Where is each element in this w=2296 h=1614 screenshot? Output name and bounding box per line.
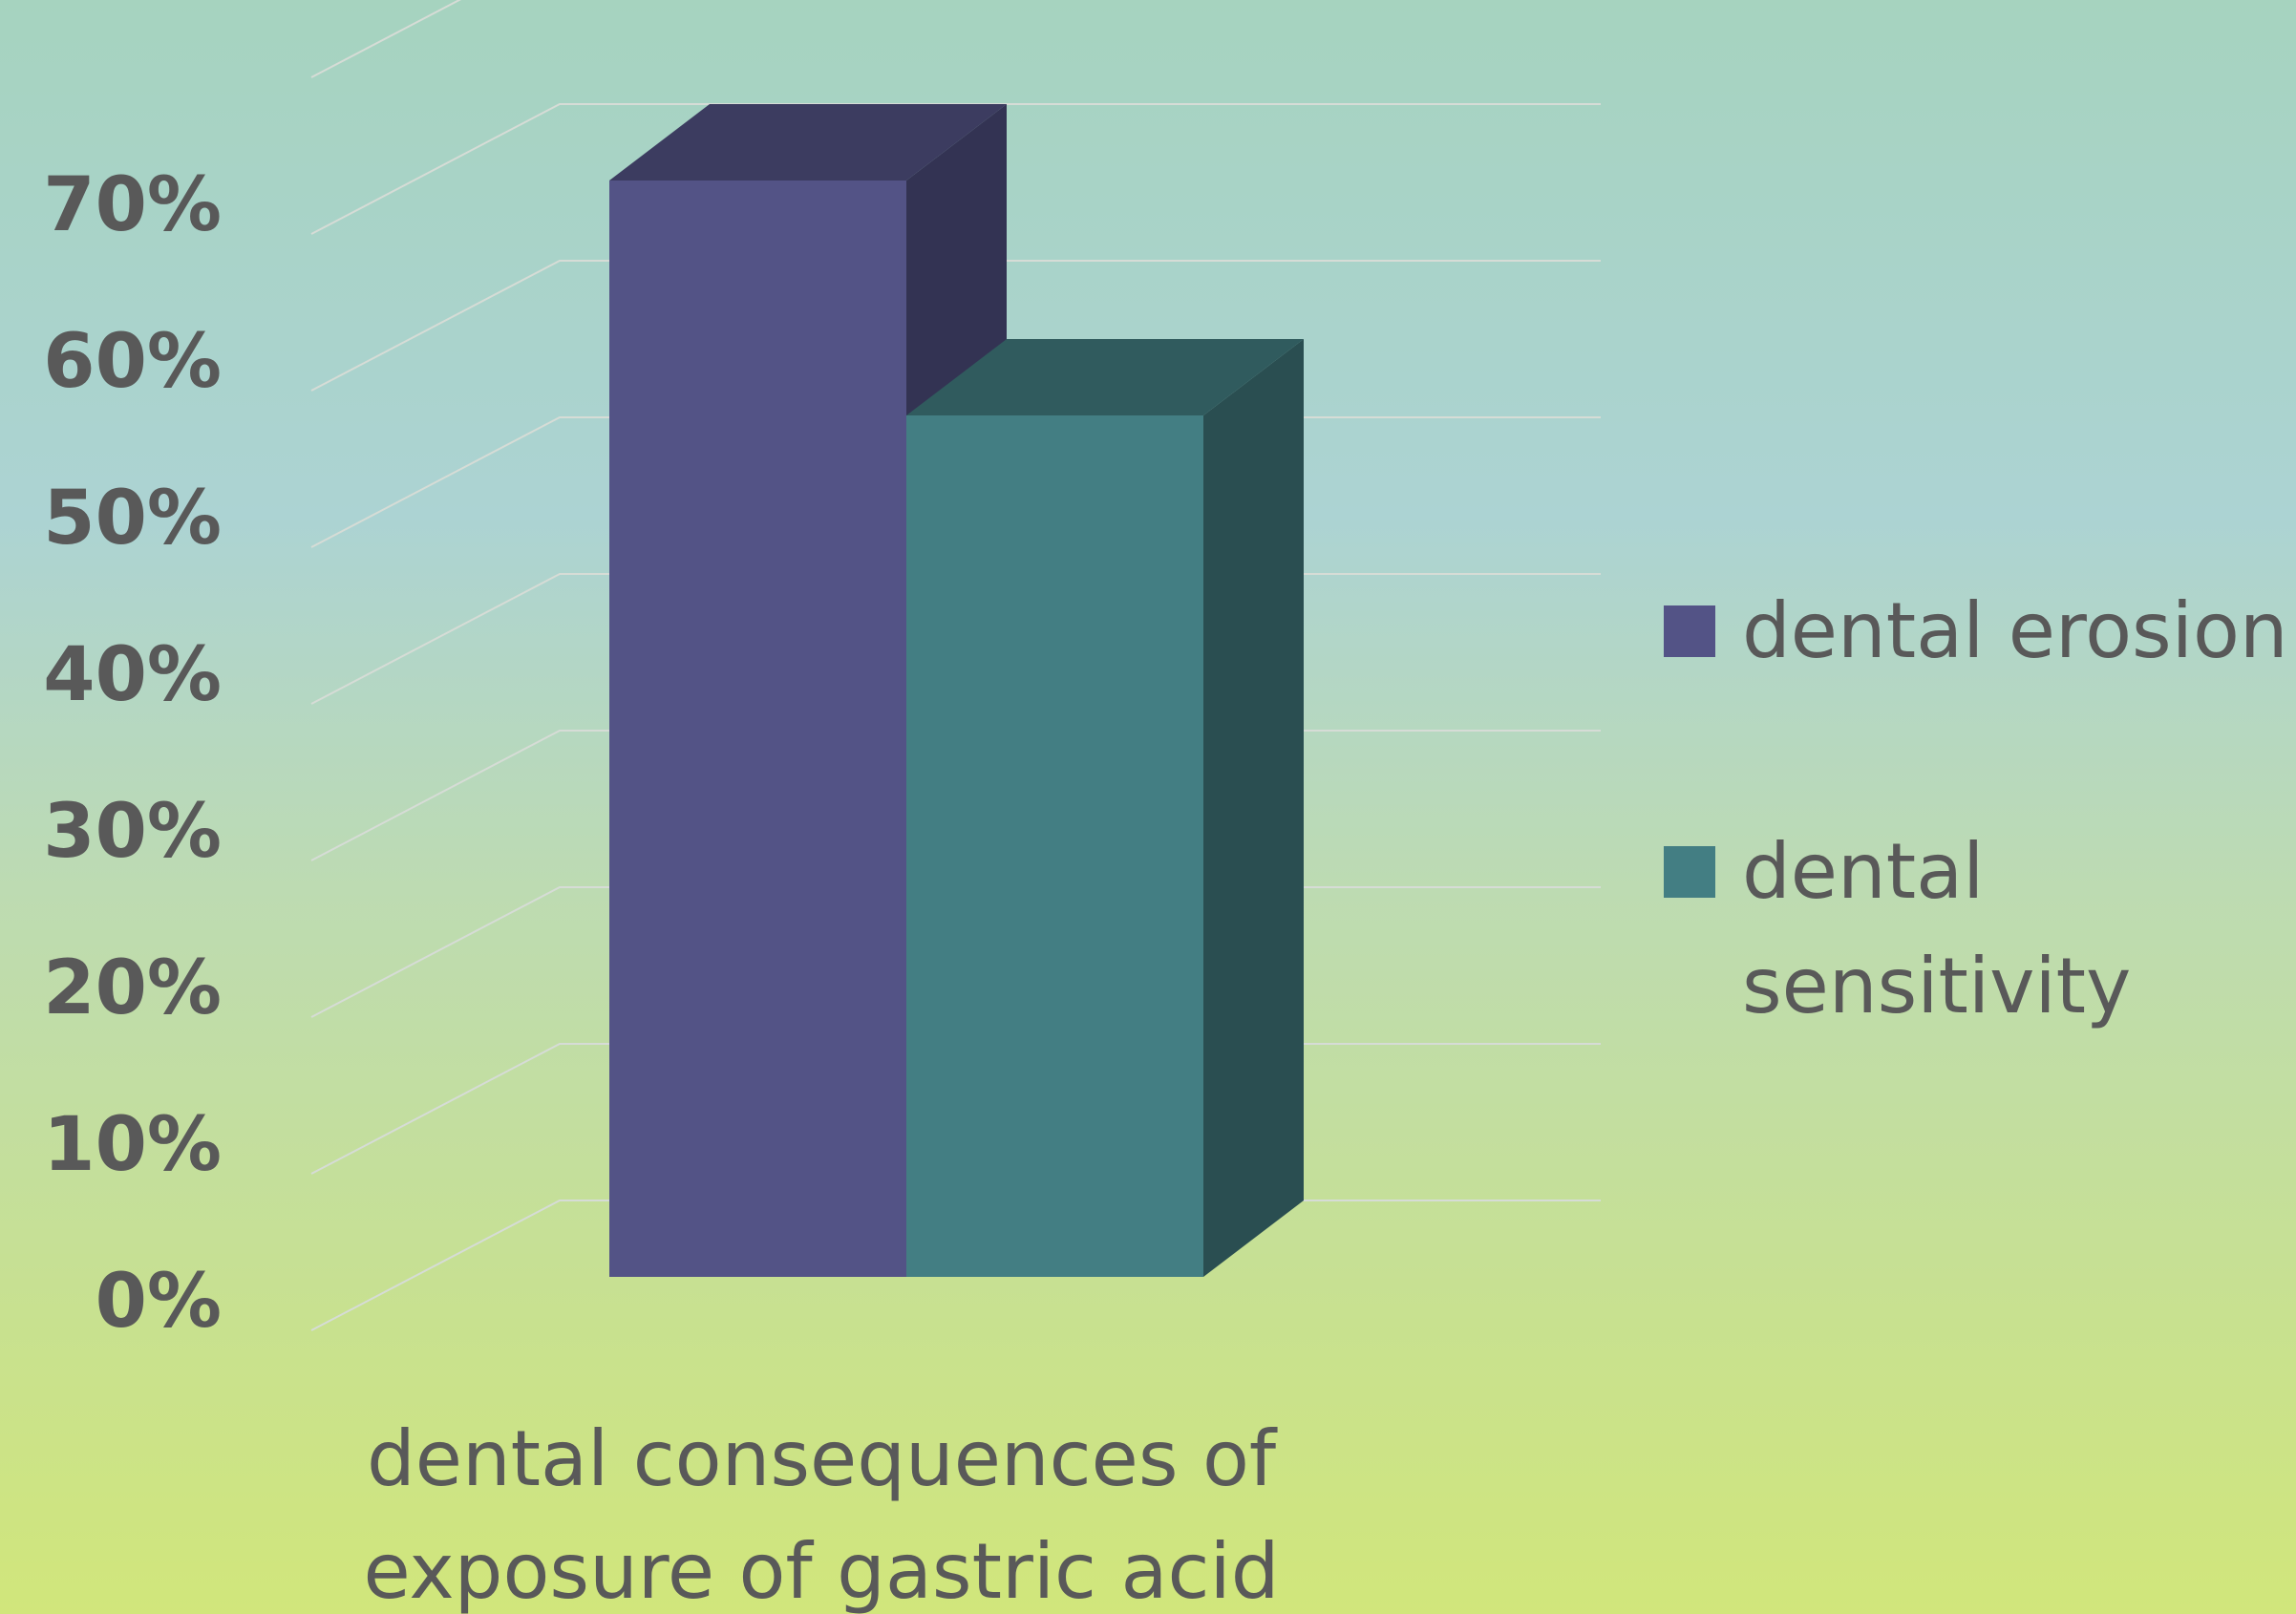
y-tick-label: 60% bbox=[43, 319, 222, 405]
y-tick-label: 40% bbox=[43, 632, 222, 718]
legend-swatch bbox=[1664, 846, 1715, 898]
gridline bbox=[310, 103, 1601, 235]
bar-front-face bbox=[906, 415, 1203, 1277]
bar-front-face bbox=[609, 181, 906, 1277]
y-tick-label: 20% bbox=[43, 945, 222, 1031]
bar-top-face bbox=[609, 104, 1007, 181]
gridlines bbox=[310, 0, 1601, 1331]
bars bbox=[609, 104, 1304, 1277]
gridline bbox=[310, 0, 462, 78]
y-tick-label: 0% bbox=[96, 1259, 222, 1345]
gridline bbox=[310, 260, 1601, 392]
y-tick-label: 70% bbox=[43, 162, 222, 248]
legend-label: dental bbox=[1742, 827, 1984, 916]
bar-side-face bbox=[1203, 339, 1304, 1277]
x-axis-category-label: dental consequences of exposure of gastri… bbox=[364, 1414, 1280, 1614]
y-tick-label: 10% bbox=[43, 1102, 222, 1188]
legend-swatch bbox=[1664, 605, 1715, 657]
legend-label: dental erosion bbox=[1742, 586, 2288, 675]
bar-top-face bbox=[906, 339, 1304, 415]
x-category-label: dental consequences of bbox=[367, 1414, 1278, 1503]
y-tick-label: 50% bbox=[43, 476, 222, 562]
legend-label: sensitivity bbox=[1742, 942, 2131, 1030]
legend: dental erosion dental sensitivity bbox=[1664, 586, 2288, 1030]
y-axis-ticks: 0% 10% 20% 30% 40% 50% 60% 70% bbox=[43, 162, 222, 1345]
bar-dental-sensitivity bbox=[906, 339, 1304, 1277]
y-tick-label: 30% bbox=[43, 789, 222, 875]
x-category-label: exposure of gastric acid bbox=[364, 1527, 1280, 1614]
